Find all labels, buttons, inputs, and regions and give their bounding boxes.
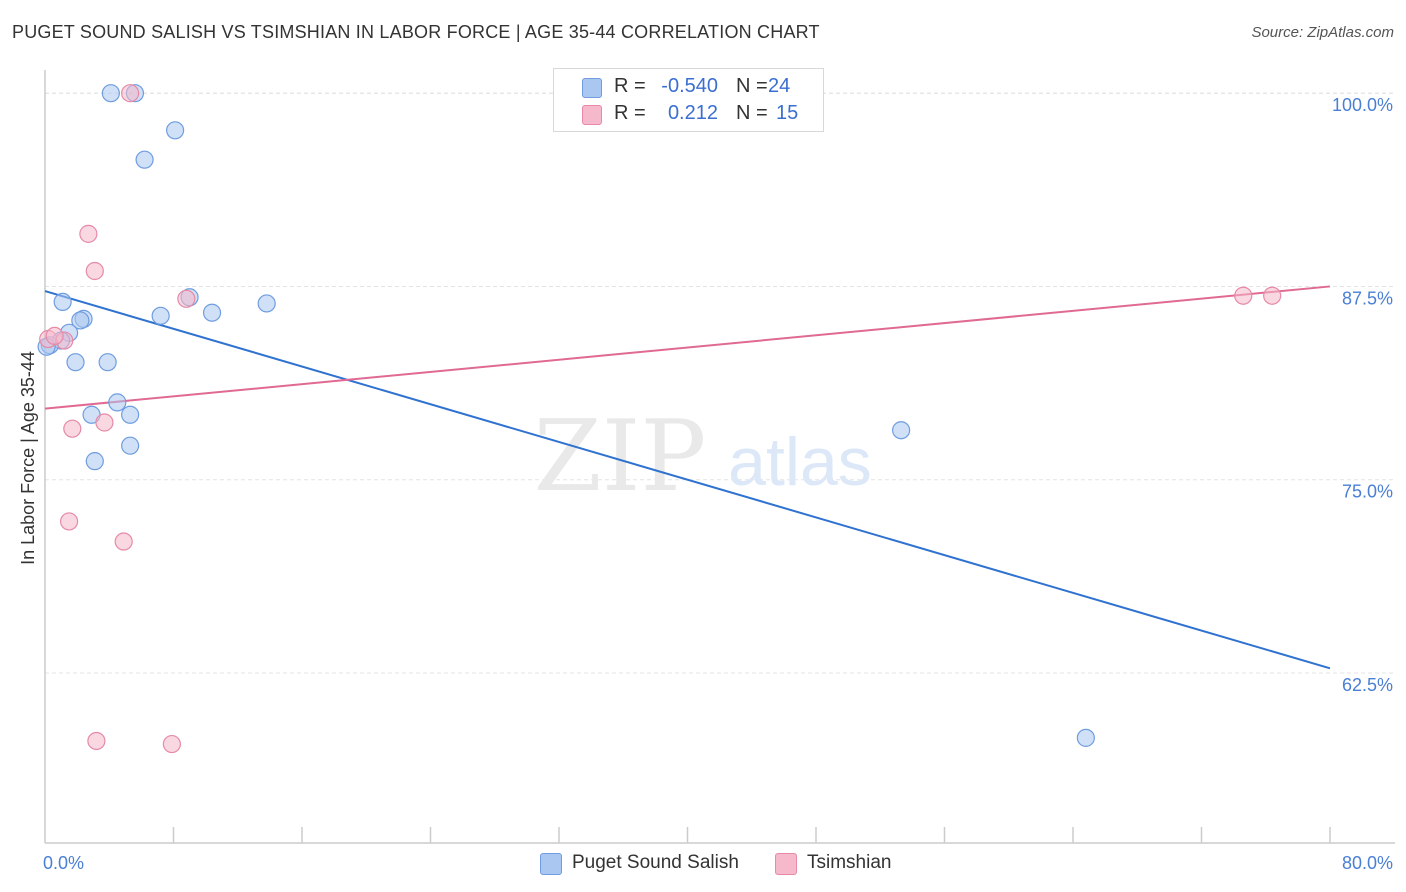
data-point	[53, 292, 72, 311]
legend-r-value: -0.540	[661, 75, 718, 97]
legend-label-puget: Puget Sound Salish	[572, 852, 739, 873]
watermark: ZIP atlas	[534, 400, 872, 514]
legend-label-tsimshian: Tsimshian	[807, 852, 892, 873]
data-point	[66, 353, 85, 372]
chart-title: PUGET SOUND SALISH VS TSIMSHIAN IN LABOR…	[12, 22, 820, 42]
data-point	[45, 326, 64, 346]
legend-swatch-puget	[582, 78, 602, 98]
data-point	[95, 413, 114, 432]
trend-lines	[44, 285, 1331, 670]
stats-legend: R = -0.540 N = 24 R = 0.212 N = 15	[553, 68, 824, 132]
data-point	[151, 306, 170, 325]
trend-line	[44, 290, 1331, 670]
watermark-atlas: atlas	[728, 424, 872, 500]
data-point	[79, 224, 98, 243]
series-legend: Puget Sound Salish Tsimshian	[0, 850, 1406, 880]
data-point	[892, 421, 911, 440]
data-point	[108, 393, 127, 412]
data-point	[87, 731, 106, 751]
axes	[44, 70, 1395, 844]
x-tick-label: 0.0%	[43, 853, 84, 873]
data-point	[257, 294, 276, 313]
source-label: Source: ZipAtlas.com	[1251, 24, 1394, 41]
watermark-zip: ZIP	[534, 400, 707, 514]
data-point	[85, 261, 104, 281]
data-point	[63, 419, 82, 438]
legend-r-label: R =	[614, 75, 646, 97]
data-point	[101, 84, 120, 103]
data-point	[85, 452, 104, 471]
trend-line	[44, 285, 1331, 410]
data-point	[162, 734, 181, 754]
legend-swatch-tsimshian	[582, 105, 602, 125]
data-point	[1234, 286, 1253, 305]
data-point	[121, 436, 140, 455]
legend-r-value: 0.212	[667, 102, 718, 124]
data-point	[1076, 728, 1095, 747]
y-axis-label: In Labor Force | Age 35-44	[18, 351, 38, 565]
data-point	[166, 121, 185, 140]
y-tick-label: 100.0%	[1332, 95, 1393, 115]
data-point	[71, 311, 90, 330]
data-point	[135, 150, 154, 169]
legend-n-label: N =	[736, 102, 768, 124]
data-point	[121, 84, 140, 103]
legend-n-value: 24	[768, 75, 791, 97]
y-tick-label: 75.0%	[1342, 482, 1393, 502]
data-point	[59, 512, 79, 531]
data-point	[202, 303, 222, 322]
data-point	[121, 405, 140, 424]
data-point	[114, 532, 133, 551]
legend-n-label: N =	[736, 75, 768, 97]
legend-n-value: 15	[776, 102, 799, 124]
data-points	[37, 84, 1282, 754]
y-tick-label: 87.5%	[1342, 288, 1393, 308]
y-tick-label: 62.5%	[1342, 675, 1393, 695]
data-point	[177, 289, 196, 308]
data-point	[98, 353, 117, 372]
data-point	[1263, 286, 1282, 305]
legend-swatch-tsimshian	[775, 853, 797, 875]
x-tick-label: 80.0%	[1342, 853, 1393, 873]
legend-r-label: R =	[614, 102, 646, 124]
tick-labels: 62.5% 75.0% 87.5% 100.0% 0.0% 80.0%	[43, 95, 1393, 873]
legend-swatch-puget	[540, 853, 562, 875]
grid-lines	[45, 92, 1395, 674]
